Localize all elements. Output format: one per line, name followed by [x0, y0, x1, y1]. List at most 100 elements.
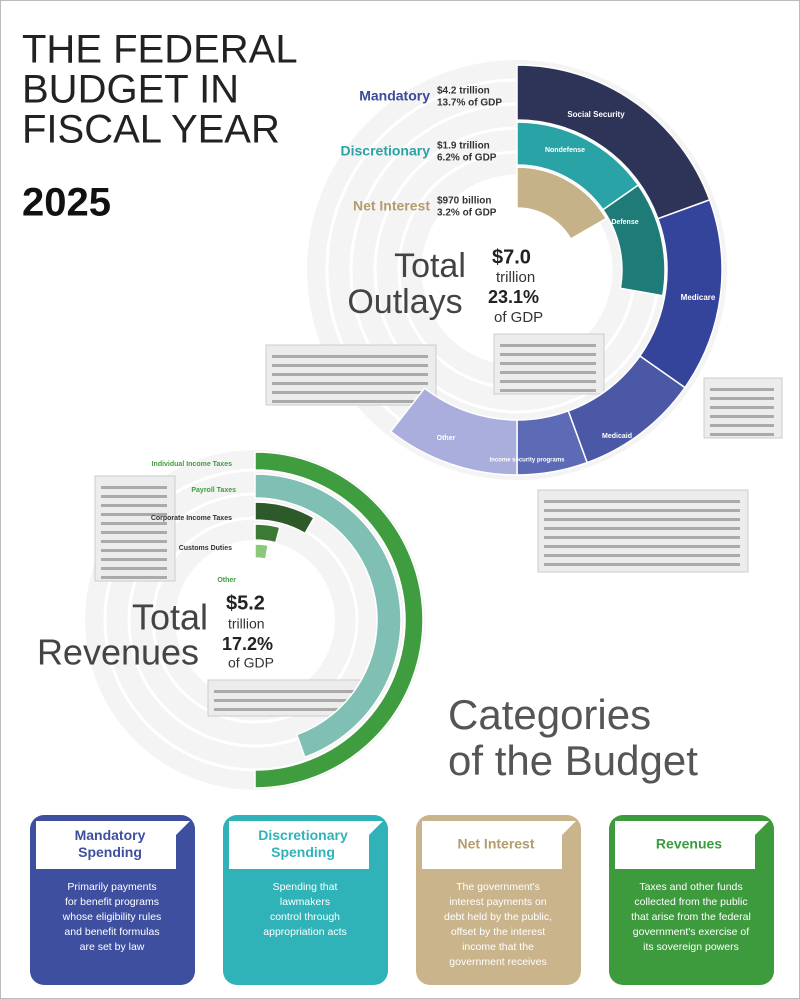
callout-text-line: [500, 371, 596, 374]
callout-text-line: [101, 504, 167, 507]
segment-label: Other: [217, 577, 236, 584]
categories-title: of the Budget: [448, 737, 698, 784]
center-gdp: 23.1%: [488, 287, 539, 307]
other-arc: [389, 387, 518, 476]
title-line: BUDGET IN: [22, 68, 239, 112]
callout-text-line: [272, 391, 428, 394]
callout-text-line: [214, 699, 356, 702]
segment-label: Medicare: [681, 293, 716, 302]
legend-amount: $1.9 trillion: [437, 141, 490, 152]
center-amount: $7.0: [492, 246, 531, 268]
card-header: [36, 821, 176, 869]
legend-name: Mandatory: [359, 88, 430, 104]
legend-gdp: 3.2% of GDP: [437, 208, 497, 219]
callout-text-line: [101, 522, 167, 525]
segment-label: Medicaid: [602, 433, 632, 440]
card-title: Discretionary: [258, 827, 348, 843]
card-header: [615, 821, 755, 869]
title-line: THE FEDERAL: [22, 28, 298, 72]
callout-text-line: [500, 380, 596, 383]
callout-text-line: [101, 513, 167, 516]
callout-text-line: [101, 540, 167, 543]
callout-text-line: [272, 400, 428, 403]
card-text: that arise from the federal: [631, 911, 751, 923]
callout-text-line: [214, 690, 356, 693]
card-text: and benefit formulas: [64, 926, 159, 938]
callout-text-line: [710, 424, 774, 427]
card-tab: [755, 821, 769, 835]
segment-label: Nondefense: [545, 147, 585, 154]
segment-label: Customs Duties: [179, 545, 232, 552]
card-text: government receives: [449, 956, 546, 968]
callout-text-line: [500, 389, 596, 392]
callout-text-line: [214, 708, 356, 711]
callout-text-line: [710, 433, 774, 436]
card-text: appropriation acts: [263, 926, 346, 938]
callout-text-line: [544, 527, 740, 530]
center-unit: trillion: [228, 616, 265, 632]
center-title: Outlays: [347, 283, 462, 321]
legend-amount: $4.2 trillion: [437, 86, 490, 97]
card-title: Mandatory: [75, 827, 146, 843]
individual-arc: [254, 451, 424, 789]
segment-label: Individual Income Taxes: [152, 461, 233, 468]
callout-text-line: [272, 364, 428, 367]
callout-text-line: [710, 397, 774, 400]
center-gdp-label: of GDP: [494, 309, 543, 326]
card-tab: [562, 821, 576, 835]
card-text: government's exercise of: [633, 926, 749, 938]
callout-text-line: [101, 549, 167, 552]
corporate-arc: [254, 501, 316, 535]
segment-label: Income security programs: [489, 458, 565, 464]
title-line: FISCAL YEAR: [22, 108, 280, 152]
segment-label: Social Security: [567, 110, 625, 119]
card-text: control through: [270, 911, 340, 923]
center-title: Total: [394, 247, 466, 285]
defense-arc: [601, 184, 666, 297]
card-title: Net Interest: [457, 836, 534, 852]
segment-label: Other: [437, 435, 456, 442]
card-tab: [369, 821, 383, 835]
title-year: 2025: [22, 181, 111, 225]
callout-text-line: [500, 344, 596, 347]
donut-segments: [254, 64, 723, 789]
legend-name: Discretionary: [341, 143, 431, 159]
center-gdp: 17.2%: [222, 634, 273, 654]
center-title: Total: [132, 597, 208, 638]
card-text: collected from the public: [634, 896, 747, 908]
payroll-arc: [254, 473, 402, 759]
card-text: The government's: [456, 881, 540, 893]
callout-text-line: [101, 531, 167, 534]
card-text: lawmakers: [280, 896, 330, 908]
card-title: Spending: [271, 844, 335, 860]
customs-arc: [254, 523, 281, 544]
card-header: [422, 821, 562, 869]
card-text: interest payments on: [449, 896, 547, 908]
card-text: its sovereign powers: [643, 941, 739, 953]
net-interest-arc: [516, 166, 608, 241]
card-tab: [176, 821, 190, 835]
card-text: for benefit programs: [65, 896, 159, 908]
card-text: Primarily payments: [67, 881, 156, 893]
callout-text-line: [101, 558, 167, 561]
legend-name: Net Interest: [353, 198, 430, 214]
callout-text-line: [101, 495, 167, 498]
legend-amount: $970 billion: [437, 196, 491, 207]
card-text: are set by law: [80, 941, 145, 953]
callout-box: [537, 489, 749, 573]
callout-text-line: [710, 388, 774, 391]
callout-text-line: [101, 576, 167, 579]
callout-text-line: [544, 509, 740, 512]
card-text: Taxes and other funds: [639, 881, 742, 893]
card-title: Spending: [78, 844, 142, 860]
segment-label: Defense: [611, 219, 638, 226]
callout-text-line: [101, 567, 167, 570]
callout-box: [94, 475, 176, 582]
legend-gdp: 6.2% of GDP: [437, 153, 497, 164]
categories-title: Categories: [448, 691, 651, 738]
callout-text-line: [544, 554, 740, 557]
callout-text-line: [544, 563, 740, 566]
center-gdp-label: of GDP: [228, 655, 274, 671]
